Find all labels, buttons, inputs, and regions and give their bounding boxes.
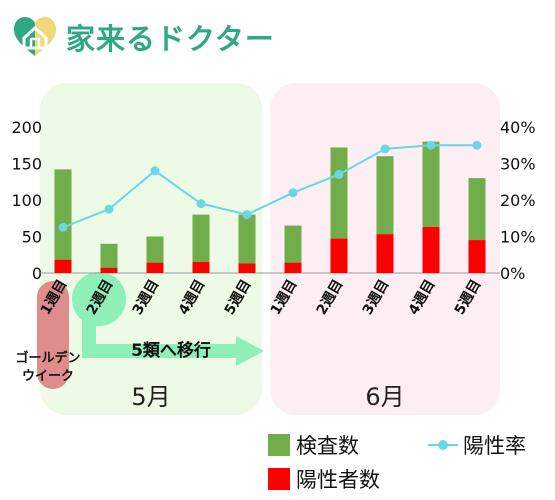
bars	[54, 141, 486, 273]
positive-count-bar-4	[192, 262, 210, 273]
right-axis-tick-4: 40%	[500, 118, 536, 137]
left-axis-tick-3: 150	[11, 155, 42, 174]
test-count-bar-1	[54, 169, 72, 273]
annotations: ゴールデンウイーク 5類へ移行	[15, 272, 264, 389]
legend-rate-label: 陽性率	[463, 434, 526, 458]
test-count-bar-2	[100, 243, 118, 273]
test-count-bar-5	[238, 214, 256, 273]
positive-rate-point-1	[58, 222, 68, 232]
month-label-2: 6月	[365, 383, 404, 411]
positive-rate-line	[58, 140, 482, 232]
positive-rate-point-4	[196, 199, 206, 209]
test-count-bar-4	[192, 214, 210, 273]
positive-count-bar-6	[284, 262, 302, 273]
transition-arrow-line	[82, 299, 240, 358]
positive-count-bar-9	[422, 227, 440, 273]
positive-rate-point-5	[242, 210, 252, 220]
positive-rate-point-8	[380, 144, 390, 154]
positive-count-bar-1	[54, 259, 72, 273]
axes: 0 50 100 150 200 0% 10% 20% 30% 40%	[11, 118, 535, 283]
golden-week-highlight	[37, 281, 69, 389]
right-axis-tick-1: 10%	[500, 228, 536, 247]
positive-count-bar-3	[146, 262, 164, 273]
transition-arrow-head	[236, 336, 264, 366]
positive-rate-point-9	[426, 140, 436, 150]
positive-rate-point-10	[472, 140, 482, 150]
brand-name: 家来るドクター	[66, 22, 275, 56]
positive-count-bar-2	[100, 267, 118, 273]
right-axis-tick-3: 30%	[500, 155, 536, 174]
test-count-bar-6	[284, 225, 302, 273]
right-axis-tick-2: 20%	[500, 191, 536, 210]
legend-test-count-label: 検査数	[296, 434, 359, 458]
legend-test-count-swatch	[268, 434, 290, 456]
transition-label: 5類へ移行	[131, 340, 211, 361]
positive-rate-point-6	[288, 188, 298, 198]
positive-rate-point-3	[150, 166, 160, 176]
positive-count-bar-10	[468, 240, 486, 273]
positive-rate-point-2	[104, 204, 114, 214]
golden-week-label: ゴールデンウイーク	[15, 350, 80, 384]
house-heart-logo-icon	[14, 17, 56, 56]
positive-rate-point-7	[334, 169, 344, 179]
left-axis-tick-2: 100	[11, 191, 42, 210]
left-axis-tick-0: 0	[32, 264, 42, 283]
month-label-1: 5月	[131, 383, 170, 411]
brand-header: 家来るドクター	[12, 14, 275, 60]
positive-rate-series-line	[62, 144, 477, 229]
legend-positive-label: 陽性者数	[296, 468, 380, 492]
legend-rate-dot	[438, 440, 448, 450]
right-axis-tick-0: 0%	[500, 264, 525, 283]
left-axis-tick-1: 50	[22, 228, 42, 247]
positive-count-bar-7	[330, 238, 348, 273]
positive-count-bar-5	[238, 263, 256, 273]
positive-count-bar-8	[376, 234, 394, 273]
legend-positive-swatch	[268, 468, 290, 490]
left-axis-tick-4: 200	[11, 118, 42, 137]
